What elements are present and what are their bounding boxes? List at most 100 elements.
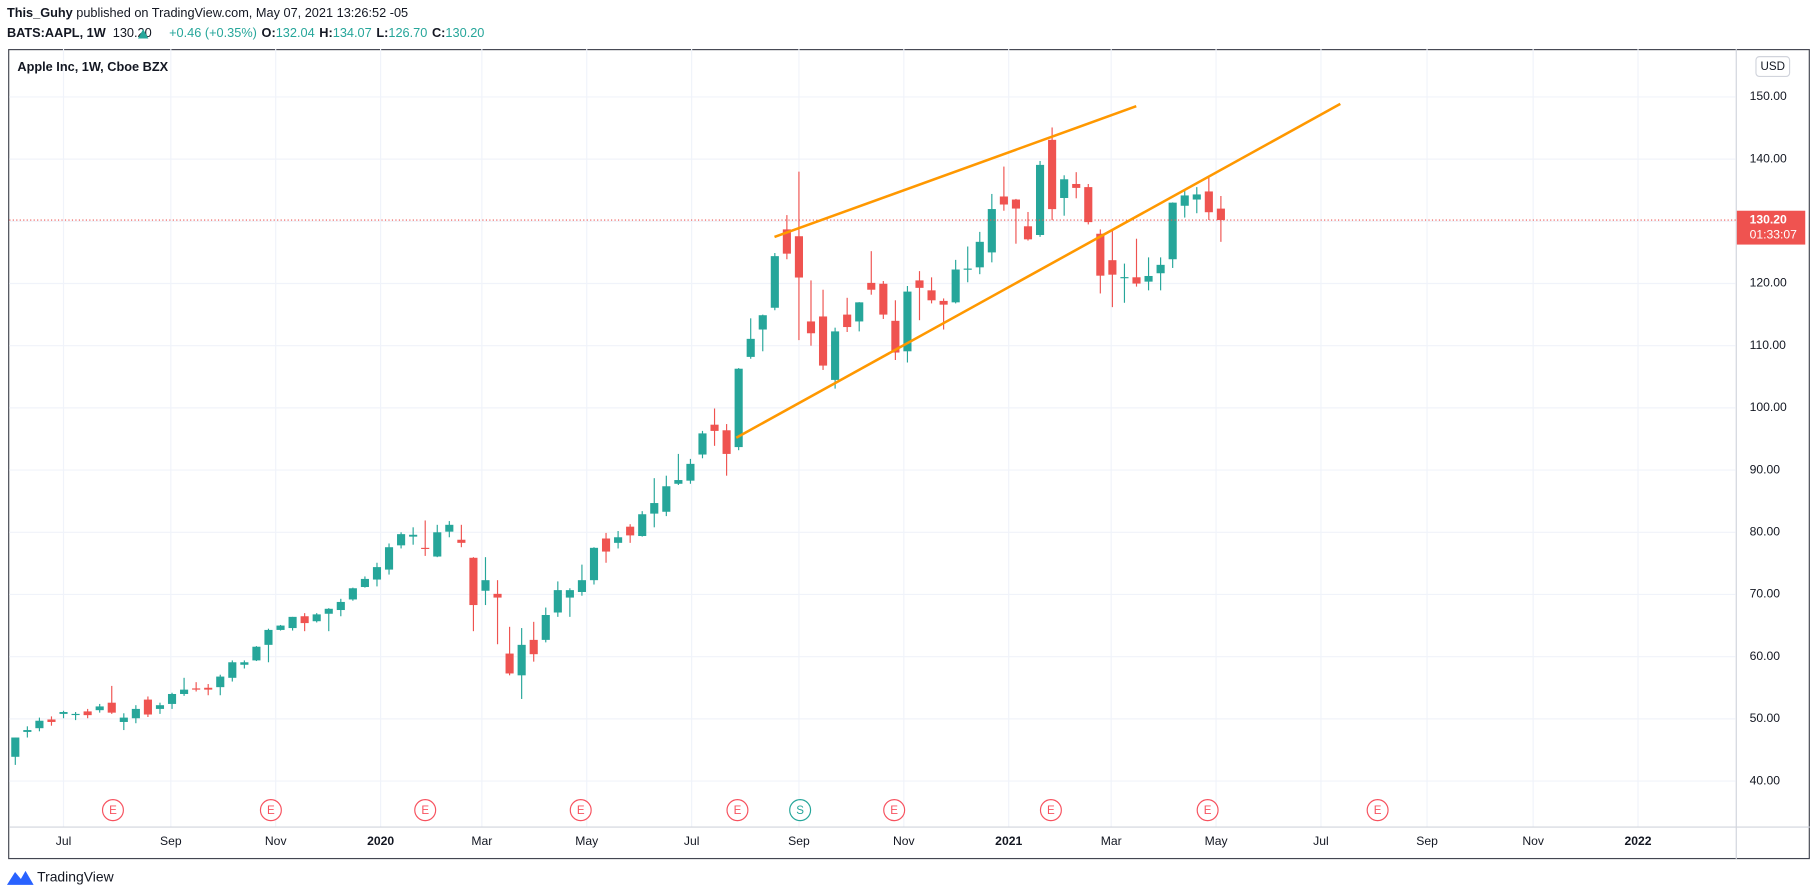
currency: USD — [1761, 60, 1785, 73]
event-marker — [1039, 799, 1062, 822]
event-marker — [1366, 799, 1389, 822]
candle-body — [770, 256, 779, 308]
candle-body — [409, 534, 418, 537]
candle-body — [818, 316, 828, 366]
candle-body — [23, 730, 32, 732]
candle-body — [517, 644, 526, 676]
candle-body — [1120, 277, 1129, 279]
y-tick-label: 120.00 — [1750, 276, 1787, 290]
candle-body — [143, 699, 152, 715]
y-tick-label: 40.00 — [1750, 773, 1781, 787]
candle-body — [758, 315, 767, 330]
brand: TradingView — [37, 868, 114, 884]
candle-body — [192, 688, 201, 690]
x-tick-label: Sep — [160, 834, 182, 848]
candle-body — [867, 282, 876, 290]
brand-logo — [6, 870, 34, 885]
event-label: E — [734, 804, 742, 817]
y-tick-label: 70.00 — [1750, 587, 1781, 601]
candle-body — [1216, 208, 1225, 221]
y-tick-label: 80.00 — [1750, 524, 1781, 538]
event-marker — [101, 799, 124, 822]
candle-body — [1096, 233, 1105, 276]
y-tick-label: 60.00 — [1750, 649, 1781, 663]
candle-body — [493, 593, 502, 598]
candle-body — [963, 268, 972, 270]
candle-body — [891, 320, 900, 353]
x-tick-label: Jul — [56, 834, 72, 848]
candle-body — [698, 433, 707, 455]
candle-body — [1035, 164, 1045, 235]
candle-body — [47, 719, 56, 722]
candle-body — [879, 283, 888, 315]
candle-body — [324, 608, 333, 614]
x-tick-label: Sep — [788, 834, 810, 848]
legend-title: Apple Inc, 1W, Cboe BZX — [17, 59, 168, 74]
currency-box[interactable] — [1755, 56, 1791, 78]
candle-body — [939, 300, 948, 305]
candle-body — [35, 720, 44, 729]
candle-body — [626, 526, 635, 536]
symbol: BATS:AAPL, 1W — [7, 25, 107, 40]
ohlc-label: H: — [319, 25, 332, 40]
candle-body — [1060, 179, 1069, 198]
candle-body — [360, 578, 369, 588]
change: +0.46 (+0.35%) — [169, 25, 257, 40]
candle-body — [1204, 191, 1213, 213]
candle-body — [481, 580, 490, 591]
candle-body — [204, 687, 213, 690]
x-tick-label: Nov — [893, 834, 916, 848]
event-marker — [789, 799, 812, 822]
candle-body — [831, 331, 840, 380]
x-tick-label: Mar — [1101, 834, 1122, 848]
x-tick-label: May — [575, 834, 599, 848]
x-tick-label: 2022 — [1624, 834, 1651, 848]
publisher: This_Guhy — [7, 5, 74, 20]
candle-body — [1023, 226, 1033, 240]
event-marker — [726, 799, 749, 822]
candle-body — [252, 646, 261, 661]
candle-body — [1144, 275, 1153, 282]
y-tick-label: 100.00 — [1750, 400, 1787, 414]
candle-body — [999, 196, 1008, 205]
candle-body — [384, 547, 394, 570]
ohlc-label: C: — [432, 25, 445, 40]
candle-body — [782, 229, 791, 254]
candle-body — [927, 290, 936, 301]
candle-body — [1192, 194, 1201, 200]
event-label: E — [1374, 804, 1382, 817]
y-tick-label: 110.00 — [1750, 338, 1787, 352]
x-tick-label: Jul — [1313, 834, 1329, 848]
candle-body — [505, 653, 514, 674]
candle-body — [1072, 183, 1081, 188]
candle-body — [806, 321, 816, 334]
x-tick-label: May — [1205, 834, 1229, 848]
event-label: E — [577, 804, 585, 817]
candle-body — [1132, 277, 1141, 284]
candle-body — [951, 269, 960, 303]
ohlc-label: O: — [262, 25, 276, 40]
candle-body — [975, 241, 984, 268]
candle-body — [662, 486, 671, 512]
candle-body — [216, 676, 225, 688]
candle-body — [119, 717, 128, 722]
candle-body — [11, 737, 20, 757]
candle-body — [1168, 202, 1177, 260]
candle-body — [987, 209, 996, 253]
candle-body — [638, 514, 647, 537]
candle-body — [614, 537, 623, 543]
candle-body — [553, 590, 562, 613]
event-label: S — [796, 804, 804, 817]
candle-body — [1180, 195, 1189, 206]
candle-body — [180, 689, 189, 694]
candle-body — [1084, 187, 1093, 223]
header-line-1: This_Guhy published on TradingView.com, M… — [7, 5, 408, 20]
candle-body — [915, 280, 924, 288]
frame — [8, 49, 1810, 860]
event-marker — [569, 799, 592, 822]
candle-body — [722, 430, 731, 454]
candle-body — [155, 705, 165, 709]
y-tick-label: 140.00 — [1750, 151, 1787, 165]
event-label: E — [890, 804, 898, 817]
